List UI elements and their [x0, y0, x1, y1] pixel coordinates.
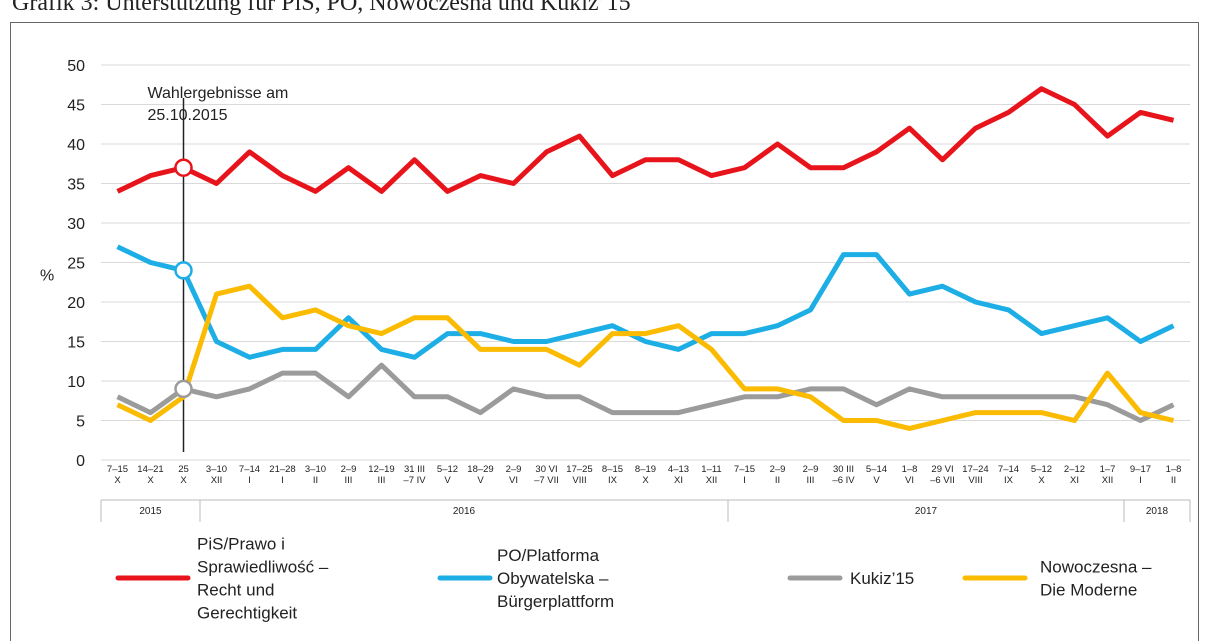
y-tick-label: 5 [76, 414, 85, 431]
y-tick-label: 35 [67, 177, 85, 194]
y-tick-label: 45 [67, 98, 85, 115]
series-line [116, 86, 1175, 194]
x-tick-label: 9–17 I [1130, 464, 1151, 486]
y-tick-label: 50 [67, 58, 85, 75]
x-tick-label: 8–19 X [635, 464, 656, 486]
legend-label: PO/Platforma Obywatelska – Bürgerplattform [497, 546, 614, 611]
x-tick-label: 21–28 I [269, 464, 295, 486]
x-tick-label: 7–15 I [734, 464, 755, 486]
annotation-marker [174, 379, 193, 399]
x-tick-label: 5–12 X [1031, 464, 1052, 486]
x-tick-label: 31 III –7 IV [403, 464, 426, 486]
x-tick-label: 1–7 XII [1100, 464, 1116, 486]
x-tick-label: 4–13 XI [668, 464, 689, 486]
x-tick-label: 30 VI –7 VII [534, 464, 559, 486]
y-tick-label: 30 [67, 216, 85, 233]
year-label: 2016 [453, 506, 476, 517]
x-tick-label: 2–9 II [770, 464, 786, 486]
x-tick-label: 7–15 X [107, 464, 128, 486]
annotation-marker [174, 158, 193, 177]
x-tick-label: 2–9 III [803, 464, 819, 486]
y-tick-label: 0 [76, 453, 85, 470]
series-line [116, 244, 1175, 360]
year-label: 2017 [915, 506, 938, 517]
chart-title: Grafik 3: Unterstützung für PiS, PO, Now… [12, 0, 631, 16]
x-tick-label: 2–12 XI [1064, 464, 1085, 486]
frame [10, 22, 1199, 641]
x-tick-label: 1–11 XII [701, 464, 721, 486]
x-tick-label: 2–9 III [341, 464, 357, 486]
legend-label: Kukiz’15 [850, 569, 914, 588]
legend-label: Nowoczesna – Die Moderne [1040, 558, 1152, 600]
annotation-marker [174, 261, 193, 280]
x-tick-label: 17–24 VIII [962, 464, 988, 486]
series-line [116, 362, 1175, 423]
x-tick-label: 8–15 IX [602, 464, 623, 486]
x-tick-label: 12–19 III [368, 464, 394, 486]
annotation: Wahlergebnisse am 25.10.2015 [148, 85, 289, 124]
x-tick-label: 30 III –6 IV [832, 464, 855, 486]
x-tick-label: 3–10 II [305, 464, 326, 486]
x-tick-label: 29 VI –6 VII [930, 464, 955, 486]
x-tick-label: 7–14 I [239, 464, 260, 486]
y-tick-label: 10 [67, 374, 85, 391]
x-tick-label: 7–14 IX [998, 464, 1019, 486]
year-label: 2015 [139, 506, 162, 517]
x-tick-label: 1–8 II [1166, 464, 1182, 486]
year-label: 2018 [1146, 506, 1169, 517]
y-tick-label: 15 [67, 335, 85, 352]
series-line [116, 283, 1175, 431]
y-tick-label: 40 [67, 137, 85, 154]
y-axis-label: % [40, 267, 54, 284]
x-tick-label: 5–12 V [437, 464, 458, 486]
x-tick-label: 2–9 VI [506, 464, 522, 486]
legend-label: PiS/Prawo i Sprawiedliwość – Recht und Gere… [197, 535, 329, 623]
y-tick-label: 20 [67, 295, 85, 312]
x-tick-label: 1–8 VI [902, 464, 918, 486]
x-tick-label: 17–25 VIII [566, 464, 592, 486]
x-tick-label: 3–10 XII [206, 464, 227, 486]
y-tick-label: 25 [67, 256, 85, 273]
x-tick-label: 5–14 V [866, 464, 887, 486]
x-tick-label: 25 X [178, 464, 189, 486]
x-tick-label: 18–29 V [467, 464, 493, 486]
x-tick-label: 14–21 X [137, 464, 163, 486]
